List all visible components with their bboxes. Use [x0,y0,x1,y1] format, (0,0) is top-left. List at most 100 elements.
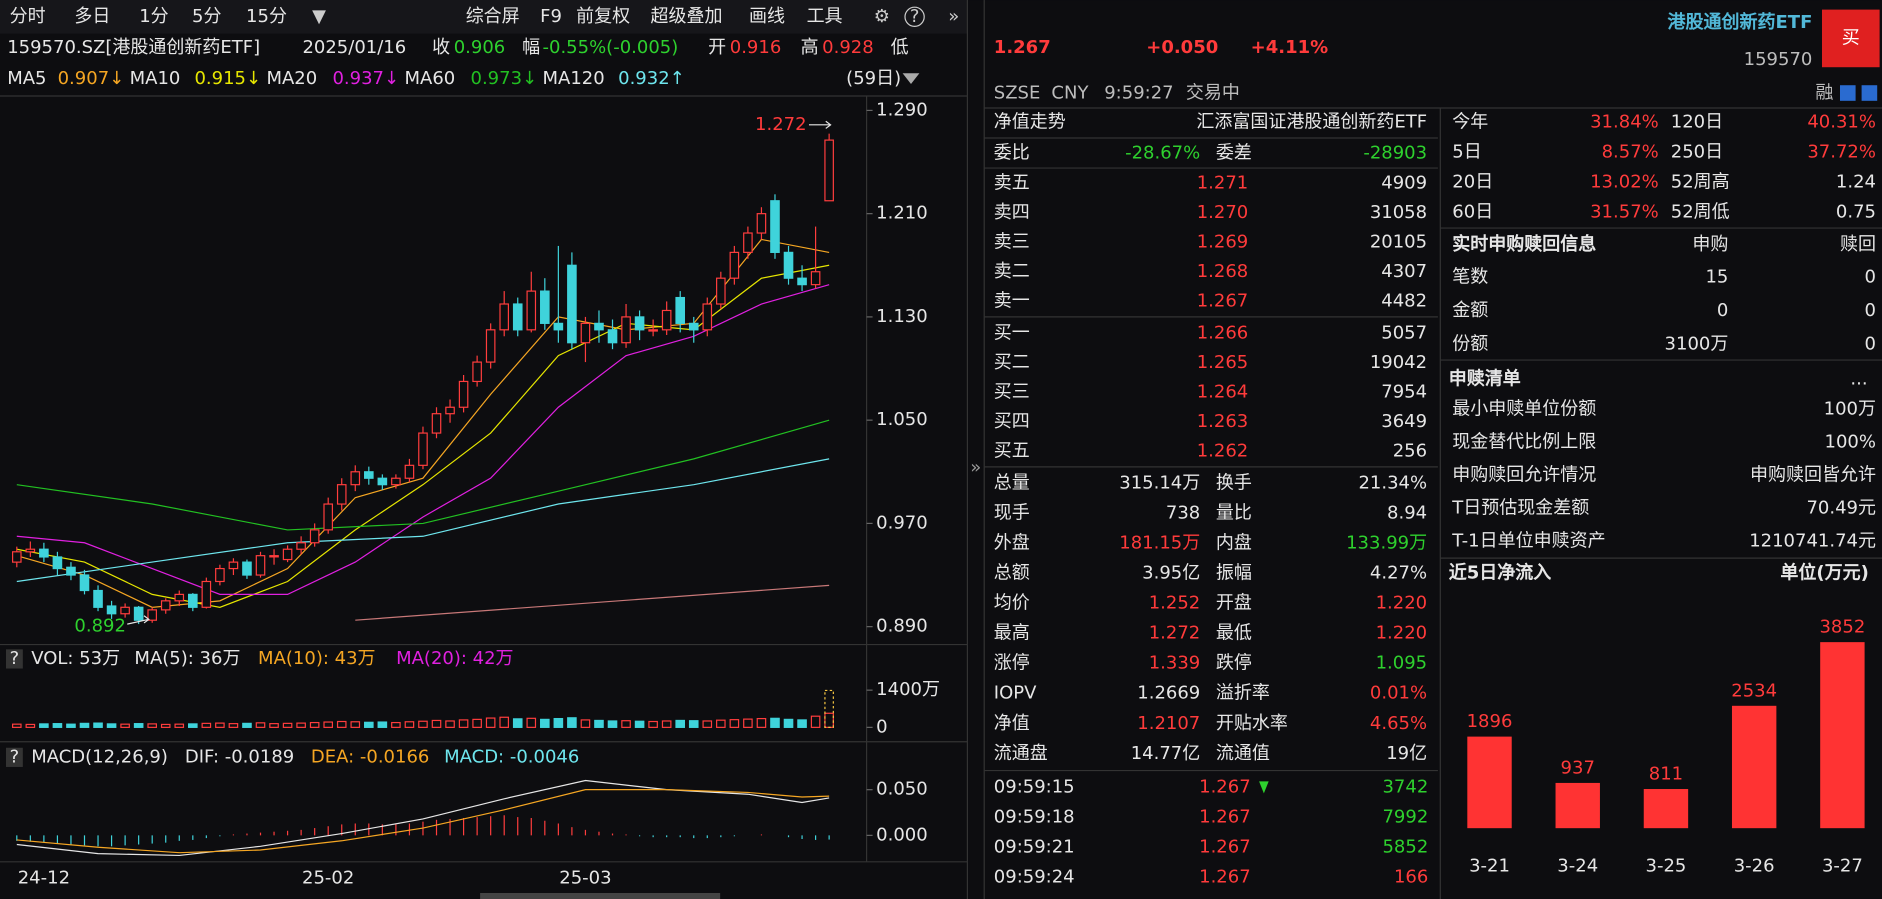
tool-button[interactable]: 超级叠加 [651,6,723,27]
info-label: 收 [432,37,450,58]
level-label: 卖四 [994,202,1030,223]
stat-value: 1.2669 [1137,683,1200,704]
tool-button[interactable]: 画线 [749,6,785,27]
info-label: 开 [708,37,726,58]
scrollbar[interactable] [480,892,721,899]
buy-button[interactable]: 买 [1842,27,1860,48]
collapse-icon[interactable]: » [970,457,981,478]
candle-body [783,251,794,279]
trade-volume: 3742 [1382,776,1428,797]
stat-value: 3.95亿 [1142,563,1200,584]
tab[interactable]: 分时 [10,6,46,27]
label: 份额 [1452,333,1488,354]
label: 金额 [1452,300,1488,321]
help-icon[interactable] [904,6,925,28]
info-label: 低 [891,37,909,58]
candle-body [729,251,740,279]
tab[interactable]: 1分 [139,6,168,27]
settings-icon[interactable]: ⚙ [874,6,890,27]
tool-button[interactable]: F9 [540,6,562,27]
date: 2025/01/16 [302,37,406,58]
ma-name: MA5 [7,68,46,89]
tool-button[interactable]: 前复权 [576,6,630,27]
volume-bar [512,718,523,728]
trade-time: 09:59:21 [994,836,1075,857]
tab[interactable]: 15分 [246,6,287,27]
label[interactable]: ... [1850,368,1867,389]
volume-ma: MA(20): 42万 [396,648,513,669]
stat-value: 1.252 [1149,593,1201,614]
macd-line [16,789,830,854]
stat-label: 最高 [994,623,1030,644]
info-value: -0.55%(-0.005) [543,37,679,58]
volume-bar [364,721,374,728]
change-pct: +4.11% [1251,37,1329,58]
volume-bar [309,721,320,728]
tab[interactable]: 多日 [74,6,110,27]
candle-body [458,380,469,408]
tool-icon[interactable] [1861,85,1878,101]
y-tick-label: 1.050 [876,409,928,430]
candle-body [242,561,252,576]
stat-label: 量比 [1216,503,1252,524]
volume-bar [458,719,469,728]
x-tick-label: 24-12 [18,868,70,889]
candle-body [255,555,266,576]
candle-body [580,322,591,344]
level-price: 1.266 [1197,323,1249,344]
stat-label: 换手 [1216,473,1252,494]
buy-button-bg[interactable] [1821,9,1880,68]
candle-body [810,271,821,286]
volume-bar [607,720,618,728]
candle-body [404,464,415,479]
label: 笔数 [1452,266,1488,287]
dropdown-icon[interactable]: ▼ [312,6,326,27]
stat-label: 外盘 [994,533,1030,554]
candle-body [188,593,198,608]
stat-label: 振幅 [1216,563,1252,584]
candle-body [309,529,320,544]
candle-body [567,264,577,344]
tab[interactable]: 5分 [192,6,221,27]
label: 3100万 [1665,333,1729,354]
trade-volume: 166 [1394,866,1428,887]
tool-icon[interactable] [1839,85,1856,101]
level-volume: 4909 [1381,173,1427,194]
volume-bar [147,723,157,728]
period[interactable]: (59日) [846,68,901,89]
level-label: 卖三 [994,231,1030,252]
candle-body [269,555,279,558]
volume-bar [580,719,591,728]
stat-value: 21.34% [1358,473,1427,494]
max-annotation: 1.272 [755,114,807,135]
inflow-bar [1820,642,1865,829]
volume-bar [418,720,428,728]
help-box[interactable] [6,649,23,669]
label: 0.75 [1836,201,1876,222]
candle-body [296,542,306,550]
stat-value: 315.14万 [1119,473,1200,494]
expand-icon[interactable]: » [948,6,959,27]
help-box[interactable] [6,747,23,767]
candle-body [485,329,496,363]
ma-value: 0.973↓ [471,68,538,89]
level-volume: 3649 [1381,411,1427,432]
help-mark: ? [10,746,20,767]
candle-body [93,589,103,608]
label: 70.49元 [1806,497,1876,518]
label: 100万 [1824,398,1876,419]
label: 0 [1865,300,1876,321]
level-price: 1.269 [1197,231,1249,252]
section-title: 近5日净流入 [1449,562,1552,584]
info-label: 幅 [522,37,540,58]
tool-button[interactable]: 工具 [807,6,843,27]
candle-body [228,561,239,570]
security-code: 159570.SZ[港股通创新药ETF] [7,37,260,58]
level-label: 买二 [994,352,1030,373]
stat-value: 4.65% [1370,713,1427,734]
volume-ma: MA(5): 36万 [134,648,240,669]
label: 37.72% [1807,141,1876,162]
tool-button[interactable]: 综合屏 [466,6,520,27]
